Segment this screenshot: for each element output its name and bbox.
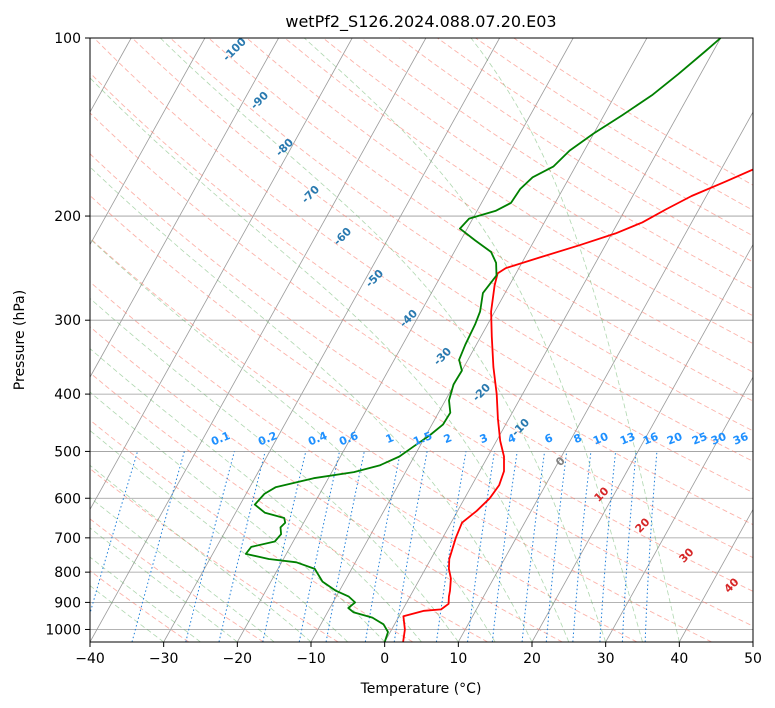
y-tick-label: 500 <box>54 444 81 460</box>
x-tick-label: −20 <box>223 651 253 667</box>
x-tick-label: 50 <box>744 651 762 667</box>
dry-adiabat-line <box>90 372 488 642</box>
y-tick-label: 100 <box>54 31 81 47</box>
moist-adiabat-line <box>90 464 312 642</box>
x-tick-label: −30 <box>149 651 179 667</box>
moist-adiabat-line <box>90 496 275 642</box>
mixing-ratio-label: 8 <box>572 431 584 446</box>
isotherm-line <box>605 376 753 642</box>
y-tick-label: 800 <box>54 565 81 581</box>
mixing-ratio-line <box>90 451 138 615</box>
x-tick-label: 20 <box>523 651 541 667</box>
chart-title: wetPf2_S126.2024.088.07.20.E03 <box>285 12 556 32</box>
moist-adiabat-line <box>303 38 643 642</box>
mixing-ratio-line <box>435 451 467 642</box>
isotherm-line <box>90 38 353 511</box>
moist-adiabat-line <box>90 391 385 642</box>
mixing-ratio-line <box>491 451 518 642</box>
isotherm-line <box>384 38 721 642</box>
dry-adiabat-line <box>90 419 414 642</box>
mixing-ratio-line <box>262 451 307 642</box>
moist-adiabat-line <box>470 38 680 642</box>
y-tick-label: 700 <box>54 531 81 547</box>
x-tick-label: 0 <box>380 651 389 667</box>
moist-adiabat-line <box>90 297 459 642</box>
moist-adiabat-line <box>90 77 570 642</box>
y-tick-label: 600 <box>54 491 81 507</box>
isotherm-line <box>0 38 58 642</box>
mixing-ratio-line <box>467 451 495 642</box>
dry-adiabat-line <box>90 237 712 642</box>
mixing-ratio-label: 25 <box>690 430 709 448</box>
mixing-ratio-line <box>521 451 546 642</box>
y-tick-label: 200 <box>54 209 81 225</box>
y-tick-label: 900 <box>54 595 81 611</box>
mixing-ratio-line <box>185 451 235 642</box>
dry-adiabat-line <box>90 153 753 592</box>
dry-adiabat-line <box>90 570 190 642</box>
moist-adiabat-line <box>160 38 607 642</box>
x-tick-label: −10 <box>296 651 326 667</box>
isotherm-line <box>236 38 574 642</box>
dry-adiabat-line <box>90 72 753 526</box>
y-tick-label: 300 <box>54 313 81 329</box>
moist-adiabat-line <box>90 238 496 642</box>
y-tick-label: 400 <box>54 387 81 403</box>
mixing-ratio-line <box>393 451 428 642</box>
mixing-ratio-label: 36 <box>731 430 750 448</box>
x-tick-label: 40 <box>670 651 688 667</box>
mixing-ratio-label: 1 <box>384 431 396 446</box>
isotherm-line <box>90 38 206 246</box>
mixing-ratio-label: 10 <box>591 430 610 448</box>
dry-adiabat-line <box>90 281 638 642</box>
dry-adiabat-line <box>360 38 753 290</box>
x-tick-label: 30 <box>597 651 615 667</box>
dry-adiabat-line <box>90 518 264 642</box>
mixing-ratio-label: 16 <box>641 430 660 448</box>
isotherm-line <box>163 38 500 642</box>
mixing-ratio-line <box>131 451 185 642</box>
isotherm-line <box>90 38 279 378</box>
mixing-ratio-label: 13 <box>618 430 637 448</box>
mixing-ratio-line <box>545 451 568 642</box>
x-tick-label: 10 <box>449 651 467 667</box>
mixing-ratio-label: 30 <box>709 430 728 448</box>
background-lines <box>0 38 753 642</box>
isotherm-line <box>531 243 753 642</box>
dry-adiabat-line <box>208 38 753 402</box>
dry-adiabat-line <box>90 194 753 627</box>
moist-adiabat-line <box>90 527 238 642</box>
isotherm-line <box>752 641 753 642</box>
mixing-ratio-label: 20 <box>665 430 684 448</box>
series-line <box>402 168 753 642</box>
x-tick-label: −40 <box>75 651 105 667</box>
axis-ticks: −40 −30 −20 −10 0 10 20 30 40 50 100 200 300 400 500 60… <box>45 31 762 667</box>
isotherm-line <box>457 111 753 642</box>
dry-adiabat-line <box>246 38 753 373</box>
y-axis-title: Pressure (hPa) <box>12 290 28 390</box>
mixing-ratio-line <box>218 451 266 642</box>
isotherm-line <box>678 508 753 642</box>
mixing-ratio-label: 3 <box>478 431 490 446</box>
y-tick-label: 1000 <box>45 622 81 638</box>
dry-adiabat-line <box>169 38 753 432</box>
series-line <box>244 38 722 642</box>
moist-adiabat-line <box>90 429 349 642</box>
dry-adiabat-line <box>93 38 753 494</box>
dry-adiabat-line <box>90 112 753 559</box>
moist-adiabat-line <box>90 166 533 642</box>
dry-adiabat-line <box>90 468 339 642</box>
plot-frame <box>89 37 754 643</box>
x-axis-title: Temperature (°C) <box>360 681 482 697</box>
mixing-ratio-label: 2 <box>442 431 454 446</box>
series-lines <box>244 38 753 642</box>
moist-adiabat-line <box>90 348 422 642</box>
isotherm-line <box>310 38 648 642</box>
plot-background <box>90 38 753 642</box>
